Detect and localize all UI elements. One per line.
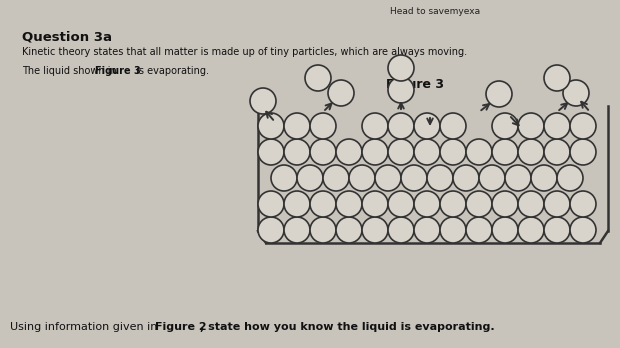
Circle shape [518, 191, 544, 217]
Text: Using information given in: Using information given in [10, 322, 161, 332]
Text: Kinetic theory states that all matter is made up of tiny particles, which are al: Kinetic theory states that all matter is… [22, 47, 467, 57]
Circle shape [258, 113, 284, 139]
Text: Figure 2: Figure 2 [155, 322, 206, 332]
Circle shape [258, 139, 284, 165]
Circle shape [388, 191, 414, 217]
Circle shape [388, 77, 414, 103]
Circle shape [323, 165, 349, 191]
Circle shape [362, 191, 388, 217]
Circle shape [414, 191, 440, 217]
Circle shape [336, 139, 362, 165]
Text: , state how you know the liquid is evaporating.: , state how you know the liquid is evapo… [200, 322, 495, 332]
Circle shape [258, 217, 284, 243]
Circle shape [388, 55, 414, 81]
Circle shape [250, 88, 276, 114]
Circle shape [388, 217, 414, 243]
Circle shape [336, 191, 362, 217]
Circle shape [440, 217, 466, 243]
Circle shape [557, 165, 583, 191]
Circle shape [486, 81, 512, 107]
Circle shape [518, 139, 544, 165]
Circle shape [466, 217, 492, 243]
Circle shape [336, 217, 362, 243]
Circle shape [505, 165, 531, 191]
Circle shape [492, 217, 518, 243]
Text: is evaporating.: is evaporating. [133, 66, 209, 76]
Circle shape [310, 113, 336, 139]
Circle shape [414, 217, 440, 243]
Text: The liquid shown in: The liquid shown in [22, 66, 120, 76]
Text: Head to savemyexa: Head to savemyexa [390, 7, 480, 16]
Circle shape [362, 113, 388, 139]
Circle shape [479, 165, 505, 191]
Circle shape [492, 191, 518, 217]
Circle shape [518, 113, 544, 139]
Circle shape [362, 139, 388, 165]
Circle shape [440, 113, 466, 139]
Circle shape [271, 165, 297, 191]
Circle shape [388, 139, 414, 165]
Circle shape [544, 217, 570, 243]
Circle shape [388, 113, 414, 139]
Circle shape [284, 191, 310, 217]
Circle shape [466, 139, 492, 165]
Circle shape [544, 65, 570, 91]
Circle shape [310, 191, 336, 217]
Circle shape [466, 191, 492, 217]
Circle shape [453, 165, 479, 191]
Circle shape [427, 165, 453, 191]
Circle shape [310, 217, 336, 243]
Circle shape [440, 139, 466, 165]
Text: Figure 3: Figure 3 [95, 66, 141, 76]
Circle shape [284, 139, 310, 165]
Text: Question 3a: Question 3a [22, 30, 112, 43]
Text: Figure 3: Figure 3 [386, 78, 444, 91]
Circle shape [349, 165, 375, 191]
Circle shape [258, 191, 284, 217]
Circle shape [362, 217, 388, 243]
Circle shape [570, 217, 596, 243]
Circle shape [328, 80, 354, 106]
Circle shape [570, 139, 596, 165]
Circle shape [414, 139, 440, 165]
Circle shape [531, 165, 557, 191]
Circle shape [570, 191, 596, 217]
Circle shape [544, 191, 570, 217]
Circle shape [492, 139, 518, 165]
Circle shape [544, 139, 570, 165]
Circle shape [401, 165, 427, 191]
Circle shape [440, 191, 466, 217]
Circle shape [518, 217, 544, 243]
Circle shape [570, 113, 596, 139]
Circle shape [492, 113, 518, 139]
Circle shape [297, 165, 323, 191]
Circle shape [305, 65, 331, 91]
Circle shape [544, 113, 570, 139]
Circle shape [310, 139, 336, 165]
Circle shape [284, 217, 310, 243]
Circle shape [284, 113, 310, 139]
Circle shape [414, 113, 440, 139]
Circle shape [375, 165, 401, 191]
Circle shape [563, 80, 589, 106]
